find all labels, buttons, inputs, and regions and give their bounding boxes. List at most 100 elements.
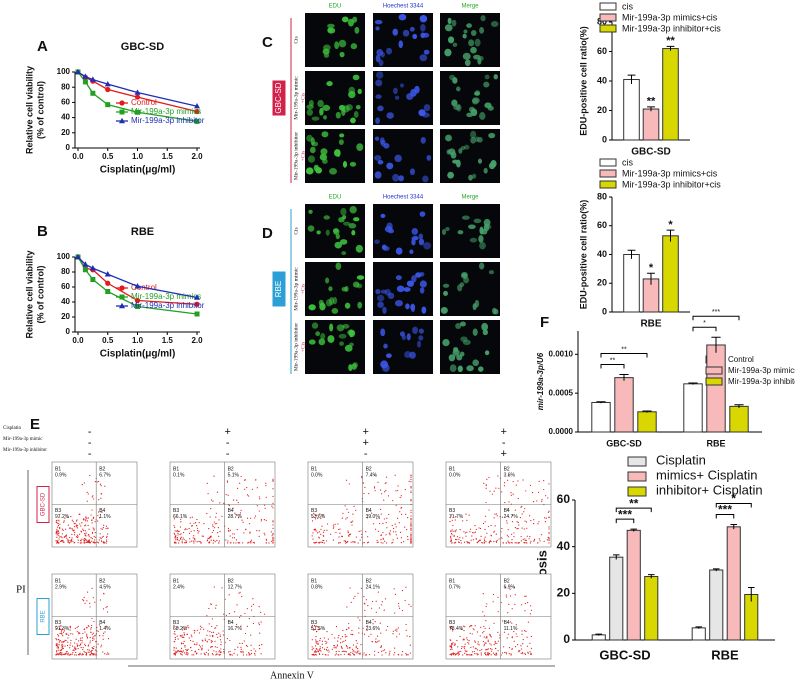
event [344,650,346,653]
event [520,645,522,647]
event [57,633,59,636]
event [105,536,108,539]
event [199,625,202,627]
cell [374,239,380,245]
event [380,542,382,544]
event [311,520,314,522]
event [458,653,461,655]
row-label: Mir-199a-3p mimic [293,267,299,311]
cell [420,24,426,32]
event [250,609,253,611]
event [315,641,317,643]
y-tick-label: 0.0005 [549,388,574,397]
event [55,519,58,522]
event [480,652,482,654]
significance: *** [718,503,732,517]
quadrant-name: B1 [173,578,179,584]
cell [474,299,480,308]
cell [374,171,382,179]
event [226,481,229,483]
cell [340,207,347,216]
event [496,642,498,645]
event [479,527,482,530]
cell [335,233,340,240]
event [454,654,456,656]
cell [484,74,490,80]
event [59,523,61,525]
event [76,643,78,645]
event [410,537,412,539]
event [74,649,76,651]
event [106,653,108,655]
event [185,540,187,542]
event [394,629,397,631]
event [477,540,480,542]
event [215,512,217,514]
marker [135,304,140,309]
event [70,516,72,518]
cell [399,331,405,337]
event [56,540,59,543]
event [243,640,245,642]
quadrant-name: B2 [504,578,510,584]
event [97,630,99,632]
event [67,654,69,656]
event [197,529,199,532]
event [63,536,65,538]
event [92,647,94,650]
cell [341,16,349,23]
event [528,538,530,540]
event [209,631,211,633]
event [359,539,361,541]
event [358,627,360,629]
event [463,647,466,649]
event [84,628,86,630]
event [56,653,58,656]
cell [348,90,356,99]
event [488,653,490,656]
legend-swatch [627,456,647,467]
event [104,485,106,487]
event [240,648,242,650]
event [79,632,81,634]
event [464,532,466,534]
event [456,539,458,541]
bar [623,79,640,141]
event [333,647,335,649]
event [56,628,58,630]
event [348,622,350,625]
event [203,652,205,654]
event [405,513,407,515]
event [503,631,506,633]
event [221,587,223,589]
event [311,624,313,627]
event [252,603,254,605]
event [241,595,243,598]
event [60,649,62,652]
event [263,613,266,615]
event [469,528,472,530]
event [467,654,469,656]
event [317,517,319,519]
event [450,532,453,535]
event [327,638,329,640]
event [81,642,83,644]
event [460,539,462,542]
event [76,525,79,527]
event [78,640,80,642]
event [175,651,177,653]
cell [349,330,356,337]
event [204,639,206,642]
event [410,487,412,489]
event [173,518,175,520]
event [233,542,235,544]
event [263,518,265,521]
event [215,604,217,606]
event [501,516,503,518]
event [355,646,357,649]
event [410,515,412,517]
event [511,622,513,624]
event [94,649,97,651]
event [354,651,356,653]
event [341,650,343,653]
